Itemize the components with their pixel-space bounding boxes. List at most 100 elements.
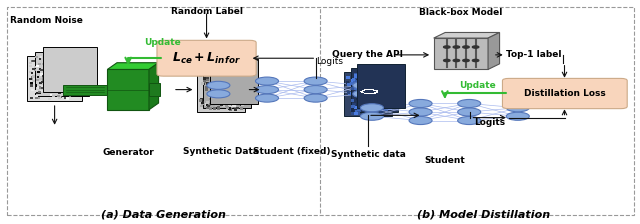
Bar [206,101,209,104]
Bar [213,75,216,78]
Bar [56,66,58,68]
Bar [205,103,207,106]
Bar [228,105,230,107]
Bar [240,108,243,110]
Bar [35,90,38,93]
Bar [230,83,232,86]
Bar [68,62,71,64]
Bar [62,90,65,92]
Bar [209,84,212,87]
Bar [45,72,48,74]
Bar [234,83,237,86]
Bar [361,90,364,91]
Bar [66,68,69,70]
Bar [200,105,203,108]
Bar [219,93,221,95]
Bar [211,78,214,80]
Bar [241,69,244,72]
Bar [351,108,355,112]
Bar [240,103,243,105]
Bar [204,72,207,75]
Bar [365,86,369,89]
Bar [356,90,360,93]
Bar [240,73,243,76]
Bar [243,70,246,73]
Bar [59,85,61,87]
Bar [378,77,381,80]
Bar [66,78,68,80]
Text: Distillation Loss: Distillation Loss [524,89,605,98]
Bar [371,81,375,85]
Bar [355,80,359,83]
Bar [48,73,51,75]
Bar [367,78,371,81]
Bar [200,67,203,70]
Bar [238,70,241,73]
Bar [56,58,58,60]
Bar [358,69,362,72]
Bar [385,71,389,74]
Bar [44,85,47,88]
Bar [35,95,38,97]
Bar [388,93,392,96]
Bar [236,80,239,83]
Bar [59,80,61,82]
Bar [216,95,219,98]
Bar [233,104,236,107]
Bar [368,88,372,91]
Bar [215,88,218,91]
Bar [360,91,363,92]
Bar [377,94,380,97]
Bar [360,69,364,73]
Bar [225,101,228,104]
Text: Black-box Model: Black-box Model [419,8,502,17]
Bar [45,92,48,94]
Bar [208,95,211,98]
Bar [40,90,43,92]
Bar [202,101,204,104]
Bar [63,71,65,73]
Bar [234,75,237,78]
Bar [211,80,214,83]
Bar [217,107,220,110]
Bar [381,99,385,102]
Bar [363,78,366,81]
Bar [60,70,63,72]
Bar [380,71,383,74]
Circle shape [463,59,469,62]
Bar [364,102,367,106]
Circle shape [255,94,278,102]
Bar [389,103,392,106]
Bar [225,80,228,83]
Bar [355,112,358,115]
Bar [228,107,231,110]
Bar [353,81,356,84]
Bar [230,90,234,93]
Circle shape [453,46,460,48]
Bar [199,74,202,77]
Bar [370,95,373,98]
Bar [351,112,354,115]
Bar [238,69,241,71]
Bar [205,78,209,81]
Bar [355,110,359,114]
Bar [218,95,221,98]
Bar [234,67,237,70]
Bar [30,84,33,86]
Bar [58,74,61,76]
Bar [365,93,368,94]
Bar [362,72,365,75]
Circle shape [304,94,327,102]
Bar [373,81,376,84]
Bar [233,95,236,98]
Circle shape [463,46,469,48]
Bar [347,91,350,94]
Bar [225,79,228,82]
Bar [61,70,64,72]
Bar [380,111,383,114]
Bar [35,56,38,58]
Bar [29,71,32,73]
Bar [364,70,367,73]
Bar [361,92,364,93]
Bar [237,96,241,99]
